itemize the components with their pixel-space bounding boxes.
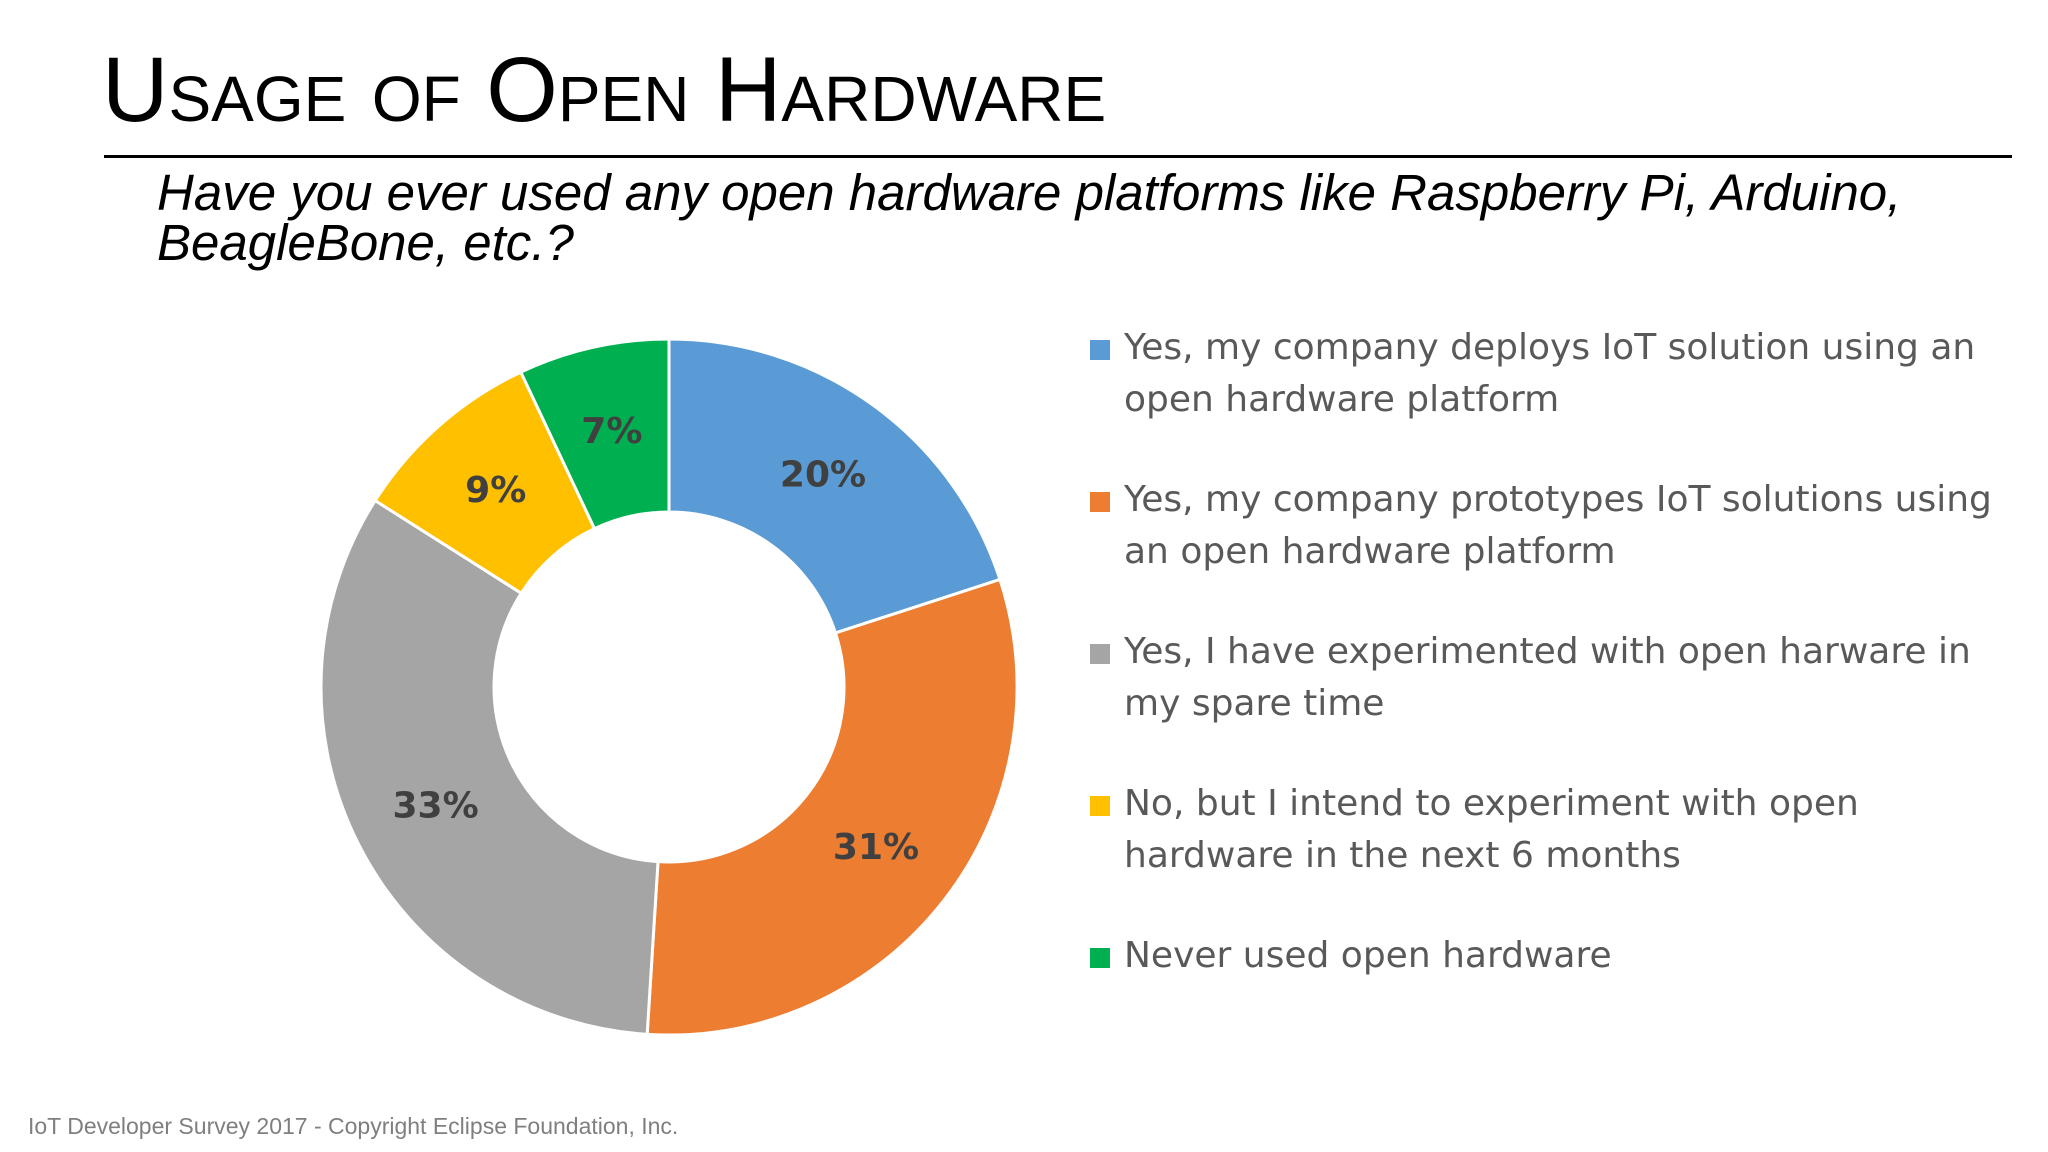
legend-swatch	[1090, 492, 1110, 512]
legend-swatch	[1090, 948, 1110, 968]
legend-item-2: Yes, my company prototypes IoT solutions…	[1090, 474, 2010, 584]
donut-slice-1	[667, 337, 1002, 635]
donut-data-labels: 20% 31% 33% 9% 7%	[392, 411, 919, 868]
slice-data-label-1: 20%	[780, 455, 866, 496]
slice-data-label-3: 33%	[392, 785, 478, 826]
donut-slice-5	[518, 337, 671, 531]
slice-data-label-5: 7%	[581, 411, 642, 452]
slice-data-label-2: 31%	[833, 827, 919, 868]
legend-label: No, but I intend to experiment with open…	[1124, 783, 1859, 876]
legend-item-3: Yes, I have experimented with open harwa…	[1090, 626, 2010, 736]
legend-swatch	[1090, 340, 1110, 360]
donut-slice-3	[319, 498, 660, 1036]
donut-slices	[319, 337, 1019, 1037]
legend-item-1: Yes, my company deploys IoT solution usi…	[1090, 322, 2010, 432]
survey-question: Have you ever used any open hardware pla…	[157, 164, 1902, 271]
legend-item-4: No, but I intend to experiment with open…	[1090, 778, 2010, 888]
slide-title: Usage of Open Hardware	[102, 39, 1107, 141]
slice-data-label-4: 9%	[465, 470, 526, 511]
footer-copyright: IoT Developer Survey 2017 - Copyright Ec…	[28, 1113, 679, 1139]
legend-swatch	[1090, 644, 1110, 664]
title-divider	[104, 155, 2012, 158]
legend-label: Yes, my company prototypes IoT solutions…	[1124, 479, 1992, 572]
legend-label: Yes, I have experimented with open harwa…	[1124, 631, 1971, 724]
legend-item-5: Never used open hardware	[1090, 930, 2010, 1040]
donut-slice-2	[645, 577, 1019, 1037]
legend-label: Never used open hardware	[1124, 935, 1612, 976]
legend-swatch	[1090, 796, 1110, 816]
legend-label: Yes, my company deploys IoT solution usi…	[1124, 327, 1976, 420]
